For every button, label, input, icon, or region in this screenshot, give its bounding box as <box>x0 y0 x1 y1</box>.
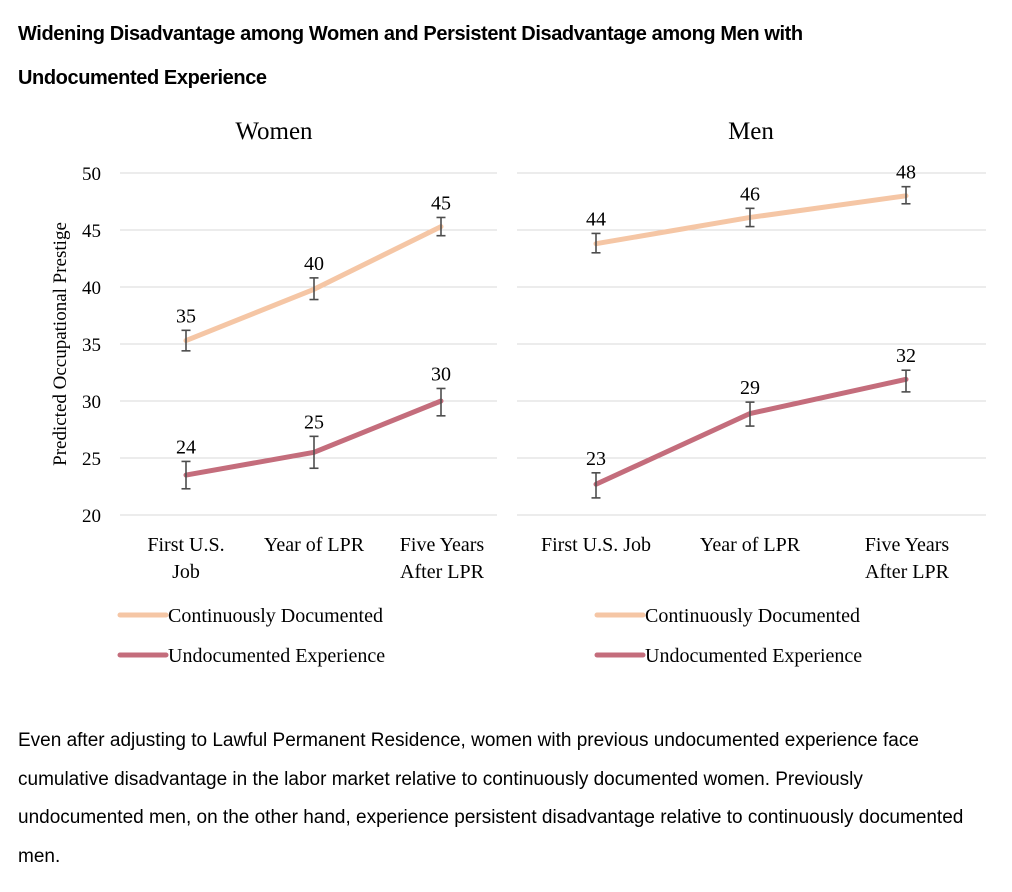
data-label-documented-women: 45 <box>431 192 451 214</box>
x-tick-label-women: Five Years <box>400 534 485 556</box>
panel-title-men: Men <box>728 118 774 145</box>
x-tick-label-men: Five Years <box>865 534 950 556</box>
x-tick-label-women: Year of LPR <box>264 534 365 556</box>
figure-title-line-1: Widening Disadvantage among Women and Pe… <box>18 23 803 45</box>
y-tick-label: 20 <box>82 506 101 527</box>
y-tick-label: 35 <box>82 335 101 356</box>
figure-title-line-2: Undocumented Experience <box>18 67 267 89</box>
legend-label-documented-women: Continuously Documented <box>168 605 383 627</box>
x-tick-label-men: Year of LPR <box>700 534 801 556</box>
data-label-documented-women: 40 <box>304 253 324 275</box>
x-tick-label-women: First U.S. <box>147 534 224 556</box>
figure-caption: Even after adjusting to Lawful Permanent… <box>18 730 964 867</box>
y-tick-label: 50 <box>82 164 101 185</box>
y-tick-label: 45 <box>82 221 101 242</box>
line-chart: Predicted Occupational Prestige 20 25 30 35 4… <box>50 118 986 667</box>
legend-label-undocumented-women: Undocumented Experience <box>168 645 385 667</box>
figure-title: Widening Disadvantage among Women and Pe… <box>18 12 998 100</box>
data-label-undocumented-men: 32 <box>896 345 916 367</box>
y-tick-label: 30 <box>82 392 101 413</box>
y-axis-label: Predicted Occupational Prestige <box>50 222 71 466</box>
x-tick-label-men: After LPR <box>865 561 950 583</box>
y-tick-label: 25 <box>82 449 101 470</box>
panel-title-women: Women <box>235 118 313 145</box>
data-label-documented-men: 46 <box>740 183 760 205</box>
data-label-documented-men: 44 <box>586 208 606 230</box>
x-tick-label-women: After LPR <box>400 561 485 583</box>
y-tick-label: 40 <box>82 278 101 299</box>
legend-label-documented-men: Continuously Documented <box>645 605 860 627</box>
data-label-undocumented-men: 29 <box>740 377 760 399</box>
legend-label-undocumented-men: Undocumented Experience <box>645 645 862 667</box>
data-label-undocumented-women: 30 <box>431 363 451 385</box>
data-label-undocumented-women: 25 <box>304 411 324 433</box>
data-label-undocumented-men: 23 <box>586 448 606 470</box>
data-label-undocumented-women: 24 <box>176 436 196 458</box>
data-label-documented-men: 48 <box>896 162 916 184</box>
data-label-documented-women: 35 <box>176 305 196 327</box>
x-tick-label-men: First U.S. Job <box>541 534 651 556</box>
x-tick-label-women: Job <box>172 561 200 583</box>
